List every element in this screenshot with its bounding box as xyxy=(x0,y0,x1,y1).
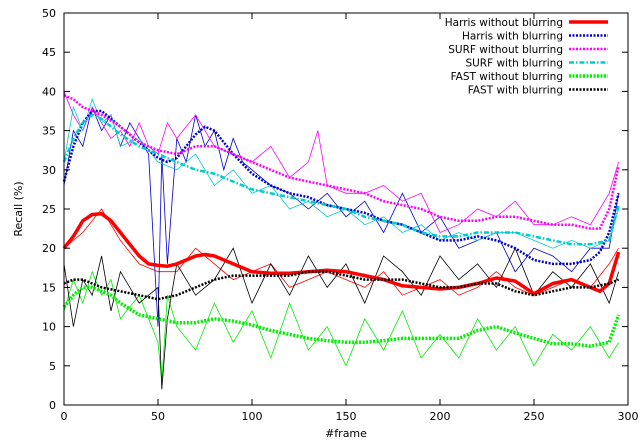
legend-label: FAST without blurring xyxy=(451,71,563,83)
x-axis-label: #frame xyxy=(325,427,367,440)
series-smooth-line-6 xyxy=(63,270,620,301)
legend-label: SURF without blurring xyxy=(448,44,563,56)
y-axis-label: Recall (%) xyxy=(12,181,25,236)
axis-ticks: 0 50 100 150 200 250 300 0 5 10 15 20 25 30 35 40 45 50 xyxy=(42,7,639,423)
y-tick-label: 35 xyxy=(42,125,56,138)
x-tick-label: 200 xyxy=(430,410,451,423)
series-smooth-line-3 xyxy=(63,94,620,230)
y-tick-label: 45 xyxy=(42,46,56,59)
y-tick-label: 40 xyxy=(42,85,56,98)
series-smooth-line-4 xyxy=(62,113,620,246)
y-tick-label: 10 xyxy=(42,321,56,334)
x-tick-label: 0 xyxy=(61,410,68,423)
y-tick-label: 5 xyxy=(49,360,56,373)
series-raw-line-5 xyxy=(63,270,619,382)
y-tick-label: 50 xyxy=(42,7,56,20)
y-tick-label: 0 xyxy=(49,399,56,412)
x-tick-label: 300 xyxy=(618,410,639,423)
legend: Harris without blurring Harris with blurr… xyxy=(445,17,608,97)
series-smooth-line-2 xyxy=(62,109,620,266)
y-tick-label: 25 xyxy=(42,203,56,216)
series-layer xyxy=(62,91,621,390)
y-tick-label: 15 xyxy=(42,281,56,294)
series-raw-line-2 xyxy=(63,105,619,327)
series-raw-line-1 xyxy=(63,208,619,296)
legend-label: Harris without blurring xyxy=(445,17,563,29)
x-tick-label: 100 xyxy=(242,410,263,423)
series-smooth-line-1 xyxy=(62,211,621,296)
series-raw-line-6 xyxy=(63,247,619,390)
x-tick-label: 150 xyxy=(336,410,357,423)
x-tick-label: 50 xyxy=(151,410,165,423)
series-smooth-line-5 xyxy=(62,285,621,348)
legend-label: FAST with blurring xyxy=(468,85,563,97)
legend-label: SURF with blurring xyxy=(465,58,563,70)
y-tick-label: 20 xyxy=(42,242,56,255)
y-tick-label: 30 xyxy=(42,164,56,177)
series-raw-line-3 xyxy=(63,91,619,234)
x-tick-label: 250 xyxy=(524,410,545,423)
series-raw-line-4 xyxy=(63,97,619,249)
legend-label: Harris with blurring xyxy=(462,31,563,43)
